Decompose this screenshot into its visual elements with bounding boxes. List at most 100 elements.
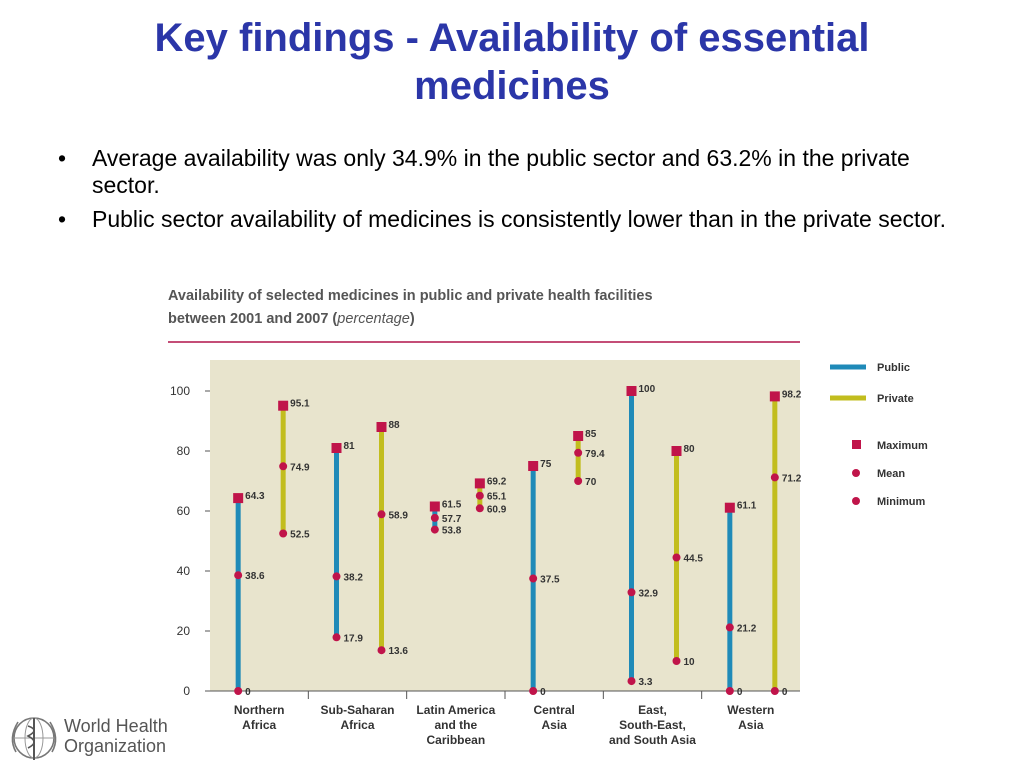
min-marker [529,687,538,695]
x-category-label: Northern [234,703,285,717]
min-marker [725,687,734,695]
who-logo-line-2: Organization [64,736,167,756]
max-marker [724,502,735,513]
legend-label: Mean [877,468,905,480]
max-marker [429,501,440,512]
x-category-label: Africa [340,718,374,732]
bullet-item: • Public sector availability of medicine… [58,206,958,233]
min-value-label: 10 [684,657,696,668]
mean-value-label: 21.2 [737,623,757,634]
min-value-label: 70 [585,477,597,488]
plot-area [210,360,800,691]
mean-value-label: 38.2 [344,572,364,583]
who-emblem-icon [11,717,57,760]
max-marker [331,443,342,453]
x-category-label: Central [533,703,574,717]
mean-marker [332,572,341,581]
mean-value-label: 38.6 [245,571,265,582]
chart-title-line-1: Availability of selected medicines in pu… [168,288,653,304]
max-marker [278,400,289,411]
x-category-label: Africa [242,718,276,732]
slide-title: Key findings - Availability of essential… [154,16,870,108]
mean-value-label: 79.4 [585,449,605,460]
max-value-label: 88 [389,420,401,431]
mean-marker [279,462,288,471]
min-value-label: 60.9 [487,504,507,515]
max-value-label: 81 [344,441,356,452]
max-value-label: 75 [540,459,552,470]
y-tick-label: 20 [177,624,191,638]
max-value-label: 85 [585,429,597,440]
max-value-label: 95.1 [290,399,310,410]
x-category-label: and South Asia [609,733,696,747]
chart-title-line-2: between 2001 and 2007 (percentage) [168,308,653,331]
mean-marker [725,623,734,632]
max-value-label: 61.5 [442,500,462,511]
min-marker [475,504,484,513]
mean-marker [627,588,636,597]
legend-label: Private [877,393,914,405]
mean-value-label: 58.9 [389,510,409,521]
min-marker [377,646,386,655]
max-value-label: 61.1 [737,501,757,512]
x-category-label: South-East, [619,718,686,732]
max-marker [528,461,539,471]
max-value-label: 80 [684,444,696,455]
x-category-label: and the [434,718,477,732]
min-marker [627,677,636,686]
min-value-label: 0 [540,687,546,698]
y-tick-label: 100 [170,384,190,398]
mean-marker [574,448,583,457]
mean-marker [377,510,386,519]
min-value-label: 3.3 [639,677,653,688]
max-value-label: 98.2 [782,389,802,400]
x-category-label: East, [638,703,667,717]
min-value-label: 13.6 [389,646,409,657]
x-category-label: Latin America [416,703,495,717]
min-marker [430,525,439,534]
legend-label: Public [877,362,910,374]
x-category-label: Asia [541,718,567,732]
min-value-label: 17.9 [344,633,364,644]
mean-value-label: 44.5 [684,554,704,565]
range-chart: 020406080100NorthernAfricaSub-SaharanAfr… [168,341,928,747]
min-value-label: 0 [782,687,788,698]
min-value-label: 52.5 [290,530,310,541]
max-value-label: 100 [639,384,656,395]
chart-title: Availability of selected medicines in pu… [168,285,653,331]
mean-marker [529,574,538,583]
min-marker [332,633,341,642]
max-marker [376,422,387,432]
mean-marker [430,513,439,522]
max-marker [671,446,682,456]
legend-label: Minimum [877,496,925,508]
mean-value-label: 74.9 [290,462,310,473]
min-value-label: 0 [245,687,251,698]
mean-value-label: 57.7 [442,514,462,525]
bullet-item: • Average availability was only 34.9% in… [58,145,958,199]
x-category-label: Sub-Saharan [320,703,394,717]
bullet-text: Average availability was only 34.9% in t… [92,145,910,198]
y-tick-label: 0 [183,684,190,698]
chart-title-text-end: ) [409,311,415,327]
legend-label: Maximum [877,440,928,452]
bullet-list: • Average availability was only 34.9% in… [58,145,958,240]
mean-marker [475,491,484,500]
bullet-marker: • [58,145,67,171]
max-value-label: 69.2 [487,476,507,487]
x-category-label: Asia [738,718,764,732]
mean-value-label: 37.5 [540,575,560,586]
min-marker [234,687,243,695]
mean-marker [672,553,681,562]
x-category-label: Western [727,703,774,717]
y-tick-label: 40 [177,564,191,578]
mean-value-label: 32.9 [639,588,659,599]
min-marker [672,657,681,665]
who-logo-line-1: World Health [64,716,168,736]
min-marker [279,529,288,538]
legend-min-marker [852,497,860,505]
min-value-label: 0 [737,687,743,698]
chart-title-italic: percentage [337,311,410,327]
mean-marker [234,571,243,580]
who-logo-text: World Health Organization [64,716,168,756]
